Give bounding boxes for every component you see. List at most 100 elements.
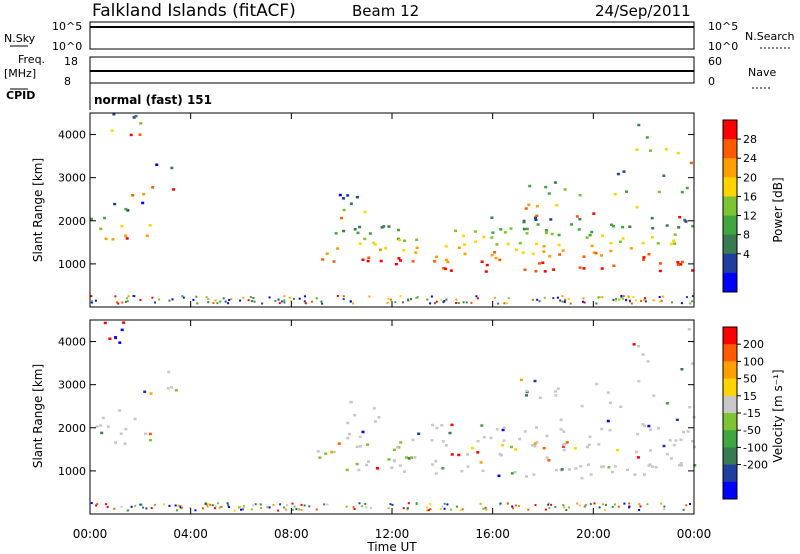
echo-cell [518,437,522,441]
echo-cell [90,295,93,298]
echo-cell [444,245,448,248]
echo-cell [610,223,613,227]
colorbar-segment [723,361,737,380]
x-axis-label: Time UT [366,540,417,554]
echo-cell [652,299,655,302]
echo-cell [665,452,669,456]
echo-cell [462,301,465,304]
echo-cell [99,227,103,231]
echo-cell [689,161,693,165]
echo-cell [124,300,127,303]
echo-cell [397,257,401,260]
colorbar-segment [723,344,737,362]
echo-cell [457,246,461,249]
echo-cell [118,409,122,412]
echo-cell [543,270,547,273]
colorbar-segment [723,139,737,159]
echo-cell [398,464,402,467]
echo-cell [543,296,546,299]
echo-cell [441,467,445,470]
echo-cell [151,296,154,299]
echo-cell [679,263,683,266]
echo-cell [635,205,639,209]
echo-cell [535,441,539,444]
echo-cell [321,258,325,261]
echo-cell [355,462,359,466]
echo-cell [390,466,394,470]
echo-cell [353,413,357,417]
echo-cell [501,444,504,447]
echo-cell [547,192,551,195]
echo-cell [511,505,514,508]
echo-cell [548,507,551,509]
echo-cell [457,453,461,457]
echo-cell [358,242,362,245]
echo-cell [113,202,117,206]
echo-cell [346,421,350,425]
echo-cell [224,300,227,303]
echo-cell [682,508,685,511]
colorbar-segment [723,413,737,431]
echo-cell [303,504,306,507]
echo-cell [126,209,130,212]
echo-cell [531,298,534,301]
time-axis: 00:00 04:00 08:00 12:00 16:00 20:00 00:00 [73,113,711,541]
echo-cell [342,229,346,233]
echo-cell [391,503,394,506]
echo-cell [214,505,217,508]
echo-cell [278,302,281,305]
echo-cell [579,465,583,468]
echo-cell [124,207,128,211]
echo-cell [113,507,116,510]
echo-cell [279,503,282,506]
echo-cell [622,297,624,300]
echo-cell [609,249,613,253]
colorbar-tick-label: 20 [743,171,757,184]
echo-cell [636,456,640,459]
echo-cell [629,247,633,250]
echo-cell [407,298,410,301]
echo-cell [635,148,639,151]
echo-cell [584,504,587,507]
echo-cell [582,255,586,258]
echo-cell [214,299,217,302]
echo-cell [253,300,256,303]
echo-cell [323,503,326,506]
echo-cell [518,241,522,245]
echo-cell [620,296,623,299]
echo-cell [430,423,434,427]
echo-cell [461,508,464,511]
echo-cell [574,467,578,470]
echo-cell [665,224,669,227]
colorbar-tick-label: 28 [743,133,757,146]
echo-cell [552,297,555,300]
echo-cell [332,450,336,454]
echo-cell [446,503,449,506]
echo-cell [377,416,381,419]
echo-cell [345,468,349,472]
echo-cell [129,133,133,137]
echo-cell [623,502,626,505]
echo-cell [619,405,623,409]
echo-cell [259,503,262,506]
echo-cell [459,509,462,512]
echo-cell [674,439,678,442]
colorbar-segment [723,447,737,466]
echo-cell [99,424,103,427]
echo-cell [563,188,567,191]
echo-cell [463,243,466,246]
echo-cell [600,427,604,431]
echo-cell [582,297,585,300]
echo-cell [114,441,117,444]
echo-cell [138,133,142,136]
echo-cell [196,302,199,305]
echo-cell [642,258,645,261]
echo-cell [130,505,133,508]
echo-cell [646,503,649,506]
echo-cell [441,440,445,443]
echo-cell [349,202,353,205]
echo-cell [490,216,494,219]
echo-cell [119,432,123,435]
echo-cell [535,214,539,218]
echo-cell [534,504,537,507]
